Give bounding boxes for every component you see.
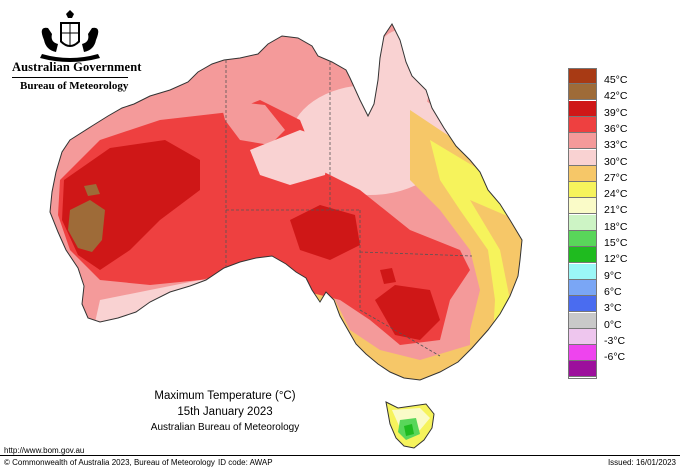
legend-item: 27°C	[568, 165, 658, 184]
legend-item: 36°C	[568, 116, 658, 135]
legend-label: 18°C	[604, 220, 628, 233]
legend-item: -6°C	[568, 345, 658, 364]
legend-label: 0°C	[604, 318, 622, 331]
legend-label: 6°C	[604, 285, 622, 298]
legend-item: 24°C	[568, 182, 658, 201]
copyright-text: © Commonwealth of Australia 2023, Bureau…	[4, 458, 215, 467]
legend-swatch	[568, 328, 597, 345]
legend-swatch	[568, 279, 597, 296]
legend-label: 36°C	[604, 122, 628, 135]
legend-item: 6°C	[568, 279, 658, 298]
legend-swatch	[568, 68, 597, 84]
legend-item: 42°C	[568, 84, 658, 103]
legend-swatch	[568, 263, 597, 280]
legend-item: 0°C	[568, 312, 658, 331]
legend-swatch	[568, 345, 597, 362]
legend-label: 42°C	[604, 90, 628, 103]
legend-label: 3°C	[604, 302, 622, 315]
legend-label: 12°C	[604, 253, 628, 266]
tasmania-temperature-field	[386, 402, 434, 448]
legend-label: 33°C	[604, 139, 628, 152]
map-date: 15th January 2023	[177, 406, 273, 418]
legend-item: 33°C	[568, 133, 658, 152]
legend-label: 21°C	[604, 204, 628, 217]
legend-item: 3°C	[568, 296, 658, 315]
map-organisation: Australian Bureau of Meteorology	[150, 422, 300, 433]
mainland-coastline	[49, 23, 523, 381]
legend-swatch	[568, 133, 597, 150]
legend-label: 27°C	[604, 171, 628, 184]
legend-label: 45°C	[604, 74, 628, 86]
legend-swatch	[568, 84, 597, 101]
legend-item: 18°C	[568, 214, 658, 233]
legend-swatch	[568, 165, 597, 182]
issued-date: Issued: 16/01/2023	[607, 458, 676, 467]
state-borders	[225, 60, 473, 357]
legend-item	[568, 361, 658, 378]
legend-item: 21°C	[568, 198, 658, 217]
legend-swatch	[568, 149, 597, 166]
legend-label: 24°C	[604, 188, 628, 201]
legend-item: 45°C	[568, 68, 658, 86]
legend-label: -6°C	[604, 351, 626, 364]
legend-swatch	[568, 231, 597, 247]
legend-swatch	[568, 100, 597, 117]
legend-swatch	[568, 198, 597, 215]
footer-divider	[0, 455, 680, 456]
legend-label: 30°C	[604, 155, 628, 168]
tasmania-coastline	[385, 401, 435, 449]
map-title: Maximum Temperature (°C)	[154, 390, 296, 402]
legend-swatch	[568, 116, 597, 133]
government-name: Australian Government	[12, 60, 142, 74]
legend-label: 9°C	[604, 269, 622, 282]
legend-item: -3°C	[568, 328, 658, 347]
legend-swatch	[568, 361, 597, 378]
legend-swatch	[568, 182, 597, 199]
legend-swatch	[568, 296, 597, 313]
legend-label: -3°C	[604, 334, 626, 347]
logo-divider	[12, 77, 128, 78]
legend-swatch	[568, 312, 597, 329]
legend-swatch	[568, 247, 597, 264]
coat-of-arms-icon	[40, 10, 100, 62]
legend-item: 30°C	[568, 149, 658, 168]
legend-item: 9°C	[568, 263, 658, 282]
legend-swatch	[568, 214, 597, 231]
legend-label: 15°C	[604, 237, 628, 249]
legend-item: 15°C	[568, 231, 658, 249]
legend-item: 39°C	[568, 100, 658, 119]
bureau-name: Bureau of Meteorology	[20, 80, 129, 92]
website-link[interactable]: http://www.bom.gov.au	[4, 446, 85, 455]
id-code: ID code: AWAP	[218, 458, 273, 467]
legend-label: 39°C	[604, 106, 628, 119]
legend-item: 12°C	[568, 247, 658, 266]
